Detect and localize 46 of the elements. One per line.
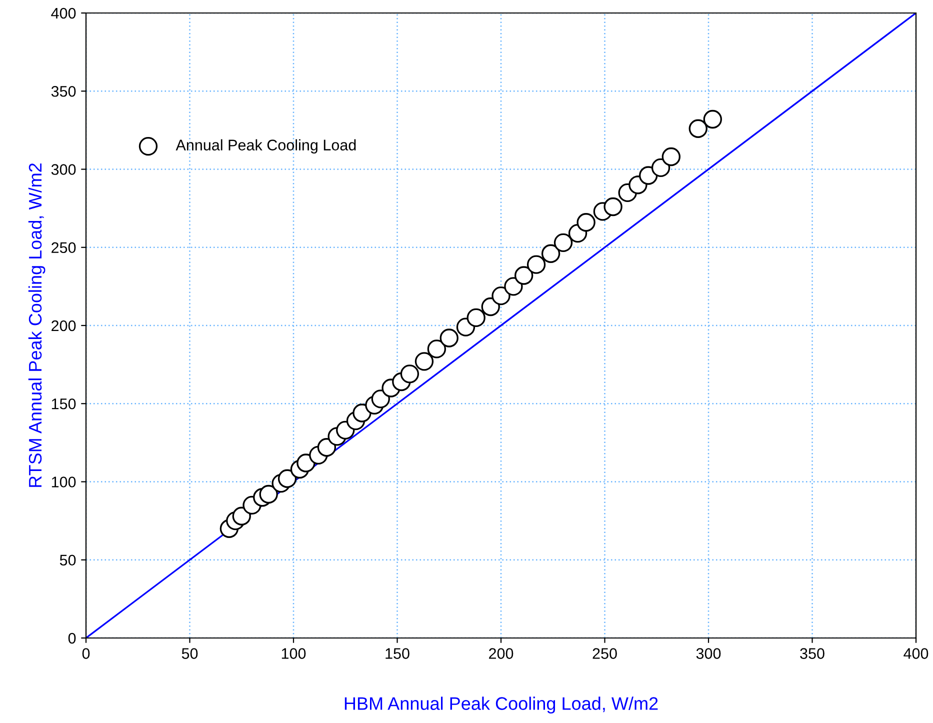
y-tick-label: 0 bbox=[68, 632, 76, 644]
point bbox=[688, 119, 708, 138]
point bbox=[400, 364, 420, 384]
point bbox=[352, 404, 372, 422]
x-tick-label: 250 bbox=[592, 648, 617, 659]
x-tick-label: 300 bbox=[696, 648, 721, 659]
y-tick-label: 100 bbox=[52, 476, 76, 488]
point bbox=[440, 328, 458, 348]
point bbox=[651, 158, 670, 178]
point bbox=[481, 297, 500, 316]
x-axis-title: HBM Annual Peak Cooling Load, W/m2 bbox=[344, 696, 658, 714]
x-tick-label: 350 bbox=[800, 648, 824, 659]
point bbox=[504, 277, 523, 296]
legend-label: Annual Peak Cooling Load bbox=[176, 139, 356, 154]
point bbox=[554, 233, 573, 252]
point bbox=[604, 197, 622, 216]
y-tick-label: 50 bbox=[60, 554, 76, 566]
point bbox=[514, 266, 534, 285]
point bbox=[259, 484, 278, 504]
point bbox=[576, 213, 596, 232]
y-tick-label: 200 bbox=[52, 320, 76, 332]
point bbox=[371, 390, 390, 408]
point bbox=[541, 244, 560, 263]
x-tick-label: 100 bbox=[282, 648, 306, 659]
x-tick-label: 0 bbox=[82, 648, 90, 659]
x-tick-label: 150 bbox=[386, 648, 410, 659]
point bbox=[296, 454, 316, 472]
point bbox=[466, 308, 486, 328]
y-tick-label: 300 bbox=[51, 164, 76, 175]
point bbox=[703, 110, 722, 129]
point bbox=[492, 286, 510, 306]
y-tick-label: 150 bbox=[52, 398, 76, 410]
point bbox=[278, 469, 297, 488]
point bbox=[662, 147, 680, 166]
x-tick-label: 200 bbox=[489, 648, 514, 659]
point bbox=[317, 438, 336, 457]
y-tick-label: 250 bbox=[52, 242, 76, 254]
x-tick-label: 400 bbox=[904, 648, 928, 659]
point bbox=[427, 340, 446, 358]
point bbox=[526, 255, 546, 274]
point bbox=[414, 352, 434, 371]
y-tick-label: 400 bbox=[51, 8, 76, 19]
x-tick-label: 50 bbox=[182, 648, 198, 659]
point bbox=[232, 506, 251, 526]
y-axis-title: RTSM Annual Peak Cooling Load, W/m2 bbox=[28, 163, 46, 487]
y-tick-label: 350 bbox=[51, 86, 76, 97]
